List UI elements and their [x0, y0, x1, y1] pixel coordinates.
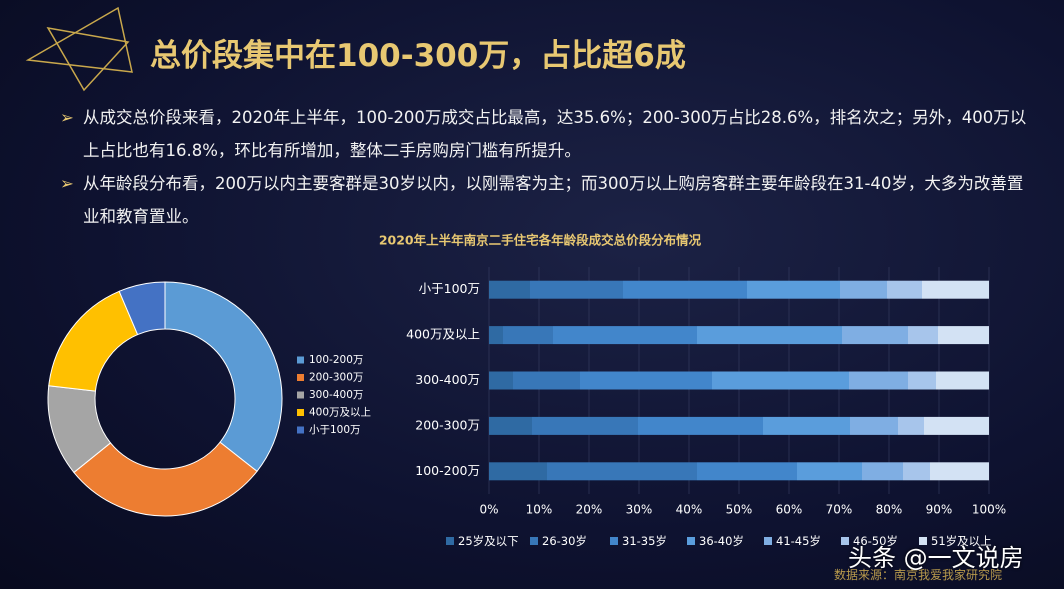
bar-segment [924, 416, 989, 435]
source: 数据来源：南京我爱我家研究院 [834, 568, 1003, 582]
bar-segment [623, 280, 747, 299]
bar-segment [553, 326, 697, 345]
bar-segment [908, 371, 936, 390]
donut-slice [48, 290, 139, 392]
legend-label: 400万及以上 [309, 407, 371, 419]
decoration [25, 6, 133, 92]
legend-swatch [764, 537, 772, 545]
y-tick-label: 400万及以上 [406, 327, 480, 342]
bar-segment [840, 280, 887, 299]
y-tick-label: 300-400万 [415, 372, 480, 387]
legend-label: 41-45岁 [776, 534, 821, 548]
legend-swatch [297, 426, 304, 434]
legend-swatch [446, 537, 454, 545]
bar-segment [763, 416, 850, 435]
bar-segment [747, 280, 840, 299]
bar-segment [547, 462, 697, 481]
legend-swatch [687, 537, 695, 545]
legend-label: 26-30岁 [542, 534, 587, 548]
bar-segment [489, 371, 513, 390]
bar-segment [922, 280, 989, 299]
bar-segment [489, 280, 530, 299]
bar-segment [532, 416, 638, 435]
bullet: 从年龄段分布看，200万以内主要客群是30岁以内，以刚需客为主；而300万以上购… [60, 167, 1030, 233]
donut-slice [73, 441, 258, 517]
x-tick-label: 90% [926, 503, 953, 517]
x-tick-label: 30% [626, 503, 653, 517]
bar-segment [580, 371, 712, 390]
x-tick-label: 40% [676, 503, 703, 517]
bar-segment [503, 326, 553, 345]
y-tick-label: 100-200万 [415, 463, 480, 478]
legend-swatch [297, 356, 304, 364]
y-tick-label: 200-300万 [415, 417, 480, 432]
legend-swatch [919, 537, 927, 545]
legend-label: 200-300万 [309, 372, 363, 384]
legend-label: 小于100万 [309, 424, 361, 436]
bar-segment [697, 462, 797, 481]
bar-segment [908, 326, 938, 345]
legend-label: 31-35岁 [622, 534, 667, 548]
donut-slice [118, 281, 166, 336]
bar-segment [930, 462, 989, 481]
legend-label: 300-400万 [309, 389, 363, 401]
legend-label: 51岁及以上 [931, 534, 992, 548]
slide-title: 总价段集中在100-300万，占比超6成 [150, 38, 686, 74]
bar-segment [638, 416, 763, 435]
bar-segment [936, 371, 989, 390]
legend-label: 25岁及以下 [458, 534, 519, 548]
legend-swatch [530, 537, 538, 545]
x-tick-label: 10% [526, 503, 553, 517]
legend-swatch [610, 537, 618, 545]
bar-segment [938, 326, 989, 345]
bar-segment [849, 371, 908, 390]
bar-segment [489, 416, 532, 435]
legend-swatch [841, 537, 849, 545]
x-tick-label: 100% [972, 503, 1006, 517]
chart-title: 2020年上半年南京二手住宅各年龄段成交总价段分布情况 [379, 233, 702, 248]
bar-segment [489, 462, 547, 481]
donut-slice [164, 281, 283, 472]
y-tick-label: 小于100万 [419, 281, 480, 296]
bar-segment [903, 462, 930, 481]
legend-swatch [297, 409, 304, 416]
bar-segment [862, 462, 903, 481]
x-tick-label: 20% [576, 503, 603, 517]
x-tick-label: 0% [479, 503, 498, 517]
bar-segment [850, 416, 898, 435]
watermark: 头条 @一文说房 [848, 544, 1024, 572]
bar-segment [712, 371, 849, 390]
legend-label: 46-50岁 [853, 534, 898, 548]
bar-segment [530, 280, 623, 299]
bullet: 从成交总价段来看，2020年上半年，100-200万成交占比最高，达35.6%；… [60, 101, 1030, 167]
x-tick-label: 60% [776, 503, 803, 517]
bar-segment [513, 371, 580, 390]
legend-swatch [297, 391, 304, 399]
x-tick-label: 80% [876, 503, 903, 517]
x-tick-label: 70% [826, 503, 853, 517]
bar-segment [898, 416, 924, 435]
bar-segment [842, 326, 908, 345]
bar-segment [797, 462, 862, 481]
legend-swatch [297, 374, 304, 381]
bar-segment [887, 280, 922, 299]
x-tick-label: 50% [726, 503, 753, 517]
bar-segment [489, 326, 503, 345]
bar-segment [697, 326, 842, 345]
legend-label: 100-200万 [309, 354, 363, 366]
legend-label: 36-40岁 [699, 534, 744, 548]
